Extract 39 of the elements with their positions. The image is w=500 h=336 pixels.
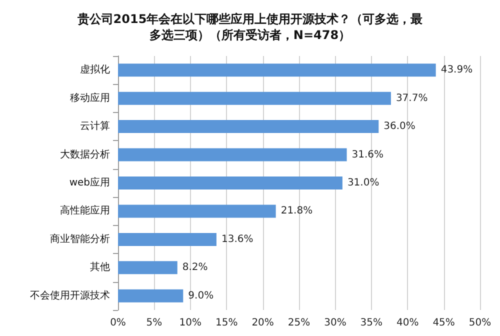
x-tick-label: 5% [146,318,162,328]
y-tick-label: 不会使用开源技术 [30,289,110,302]
x-tick-label: 20% [252,318,274,328]
y-tick-label: web应用 [69,176,110,188]
x-tick-label: 30% [324,318,346,328]
y-tick-label: 云计算 [80,120,110,132]
x-tick-label: 50% [468,318,492,328]
bar [118,64,436,77]
x-tick-label: 40% [396,318,419,328]
bar [118,120,379,134]
x-tick-label: 0% [110,318,126,328]
y-tick-label: 高性能应用 [60,204,110,217]
chart-title: 贵公司2015年会在以下哪些应用上使用开源技术？（可多选，最多选三项）（所有受访者，N=478） [76,12,423,42]
data-label: 8.2% [182,262,208,274]
y-tick-label: 虚拟化 [80,64,110,76]
y-tick-label: 移动应用 [70,92,110,104]
data-label: 36.0% [384,121,416,132]
bar [118,289,184,302]
bar [118,232,216,246]
data-label: 43.9% [440,64,473,76]
bar [118,261,178,274]
data-label: 31.0% [347,178,380,188]
x-tick-label: 45% [432,318,455,328]
bar [118,176,342,190]
x-tick-label: 10% [179,318,202,328]
y-tick-label: 商业智能分析 [50,232,110,245]
bar [118,148,347,162]
bar [118,92,391,105]
bar [118,204,276,218]
data-label: 21.8% [280,206,313,217]
y-tick-label: 其他 [90,261,110,274]
data-label: 31.6% [352,149,384,160]
x-tick-label: 35% [360,318,383,328]
y-tick-label: 大数据分析 [60,148,110,160]
x-tick-label: 25% [288,318,310,328]
data-label: 37.7% [396,92,428,104]
x-tick-label: 15% [215,318,238,328]
data-label: 13.6% [221,234,254,245]
data-label: 9.0% [188,290,214,302]
